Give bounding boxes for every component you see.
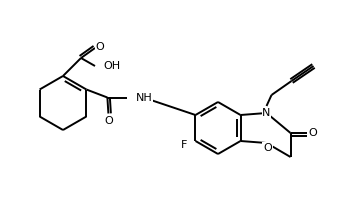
Text: O: O <box>96 42 105 52</box>
Text: O: O <box>104 115 113 126</box>
Text: O: O <box>308 128 317 138</box>
Text: N: N <box>262 108 271 118</box>
Text: NH: NH <box>135 92 152 103</box>
Text: OH: OH <box>103 61 120 71</box>
Text: F: F <box>181 140 188 150</box>
Text: O: O <box>263 143 272 153</box>
